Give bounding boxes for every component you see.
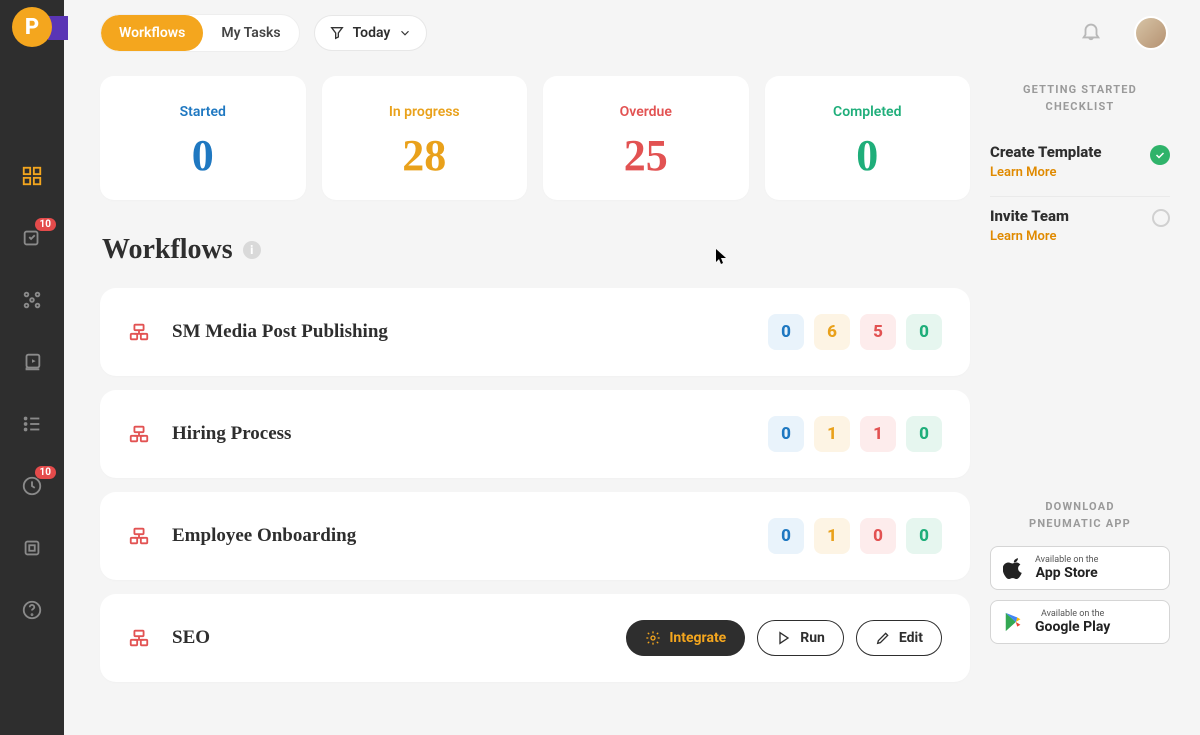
topbar: Workflows My Tasks Today xyxy=(64,0,1200,52)
stat-card[interactable]: In progress 28 xyxy=(322,76,528,200)
workflow-card[interactable]: Hiring Process 0110 xyxy=(100,390,970,478)
stat-card[interactable]: Completed 0 xyxy=(765,76,971,200)
stat-value: 0 xyxy=(775,134,961,178)
stat-card[interactable]: Overdue 25 xyxy=(543,76,749,200)
learn-more-link[interactable]: Learn More xyxy=(990,165,1102,180)
learn-more-link[interactable]: Learn More xyxy=(990,229,1069,244)
stat-value: 25 xyxy=(553,134,739,178)
run-button[interactable]: Run xyxy=(757,620,844,656)
count-chip: 5 xyxy=(860,314,896,350)
workflow-card[interactable]: SEO Integrate Run Edit xyxy=(100,594,970,682)
workflow-card[interactable]: Employee Onboarding 0100 xyxy=(100,492,970,580)
logo-letter: P xyxy=(25,15,39,40)
googleplay-icon xyxy=(1003,610,1025,634)
nav-tasks-badge: 10 xyxy=(35,218,56,231)
stat-label: Started xyxy=(110,104,296,120)
appstore-button[interactable]: Available on the App Store xyxy=(990,546,1170,590)
checklist-item-title: Create Template xyxy=(990,143,1102,161)
workflow-name: SEO xyxy=(172,627,626,649)
count-chip: 0 xyxy=(860,518,896,554)
info-icon[interactable]: i xyxy=(243,241,261,259)
avatar[interactable] xyxy=(1134,16,1168,50)
workflow-icon xyxy=(128,423,150,445)
nav-help-icon[interactable] xyxy=(20,598,44,622)
stat-label: In progress xyxy=(332,104,518,120)
stats-row: Started 0 In progress 28 Overdue 25 Comp… xyxy=(100,76,970,200)
pencil-icon xyxy=(875,630,891,646)
notifications-icon[interactable] xyxy=(1080,20,1102,46)
section-title: Workflows xyxy=(102,234,233,266)
workflow-list: SM Media Post Publishing 0650 Hiring Pro… xyxy=(100,288,970,682)
nav-integrations-icon[interactable] xyxy=(20,536,44,560)
right-panel: GETTING STARTED CHECKLIST Create Templat… xyxy=(990,76,1200,682)
checklist-item: Create Template Learn More xyxy=(990,133,1170,196)
checklist-item-title: Invite Team xyxy=(990,207,1069,225)
nav-list-icon[interactable] xyxy=(20,412,44,436)
logo[interactable]: P xyxy=(0,0,64,54)
date-filter-label: Today xyxy=(353,25,391,41)
view-toggle: Workflows My Tasks xyxy=(100,14,300,52)
nav-workflows-icon[interactable] xyxy=(20,288,44,312)
chevron-down-icon xyxy=(398,26,412,40)
workflow-icon xyxy=(128,321,150,343)
nav-activity-badge: 10 xyxy=(35,466,56,479)
edit-button[interactable]: Edit xyxy=(856,620,942,656)
sidebar: P 10 10 xyxy=(0,0,64,735)
stat-card[interactable]: Started 0 xyxy=(100,76,306,200)
workflow-name: SM Media Post Publishing xyxy=(172,321,768,343)
stat-label: Completed xyxy=(775,104,961,120)
count-chip: 0 xyxy=(906,314,942,350)
gear-icon xyxy=(645,630,661,646)
count-chip: 1 xyxy=(814,518,850,554)
checklist-item: Invite Team Learn More xyxy=(990,196,1170,260)
count-chip: 0 xyxy=(768,518,804,554)
stat-value: 28 xyxy=(332,134,518,178)
main: Workflows My Tasks Today Started 0 In pr… xyxy=(64,0,1200,735)
workflow-icon xyxy=(128,525,150,547)
count-chip: 1 xyxy=(814,416,850,452)
apple-icon xyxy=(1003,556,1025,580)
stat-label: Overdue xyxy=(553,104,739,120)
count-chip: 6 xyxy=(814,314,850,350)
check-icon xyxy=(1150,145,1170,165)
count-chip: 0 xyxy=(768,416,804,452)
nav-dashboard-icon[interactable] xyxy=(20,164,44,188)
tab-my-tasks[interactable]: My Tasks xyxy=(203,15,298,51)
nav-activity-icon[interactable]: 10 xyxy=(20,474,44,498)
tab-workflows[interactable]: Workflows xyxy=(101,15,203,51)
workflow-card[interactable]: SM Media Post Publishing 0650 xyxy=(100,288,970,376)
filter-icon xyxy=(329,25,345,41)
nav-library-icon[interactable] xyxy=(20,350,44,374)
play-icon xyxy=(776,630,792,646)
count-chip: 1 xyxy=(860,416,896,452)
date-filter-button[interactable]: Today xyxy=(314,15,428,51)
count-chip: 0 xyxy=(906,416,942,452)
checklist-title: GETTING STARTED CHECKLIST xyxy=(990,82,1170,115)
stat-value: 0 xyxy=(110,134,296,178)
workflow-name: Employee Onboarding xyxy=(172,525,768,547)
googleplay-button[interactable]: Available on the Google Play xyxy=(990,600,1170,644)
nav-tasks-icon[interactable]: 10 xyxy=(20,226,44,250)
unchecked-icon xyxy=(1152,209,1170,227)
workflow-name: Hiring Process xyxy=(172,423,768,445)
integrate-button[interactable]: Integrate xyxy=(626,620,745,656)
download-title: DOWNLOAD PNEUMATIC APP xyxy=(990,499,1170,532)
count-chip: 0 xyxy=(906,518,942,554)
workflow-icon xyxy=(128,627,150,649)
count-chip: 0 xyxy=(768,314,804,350)
